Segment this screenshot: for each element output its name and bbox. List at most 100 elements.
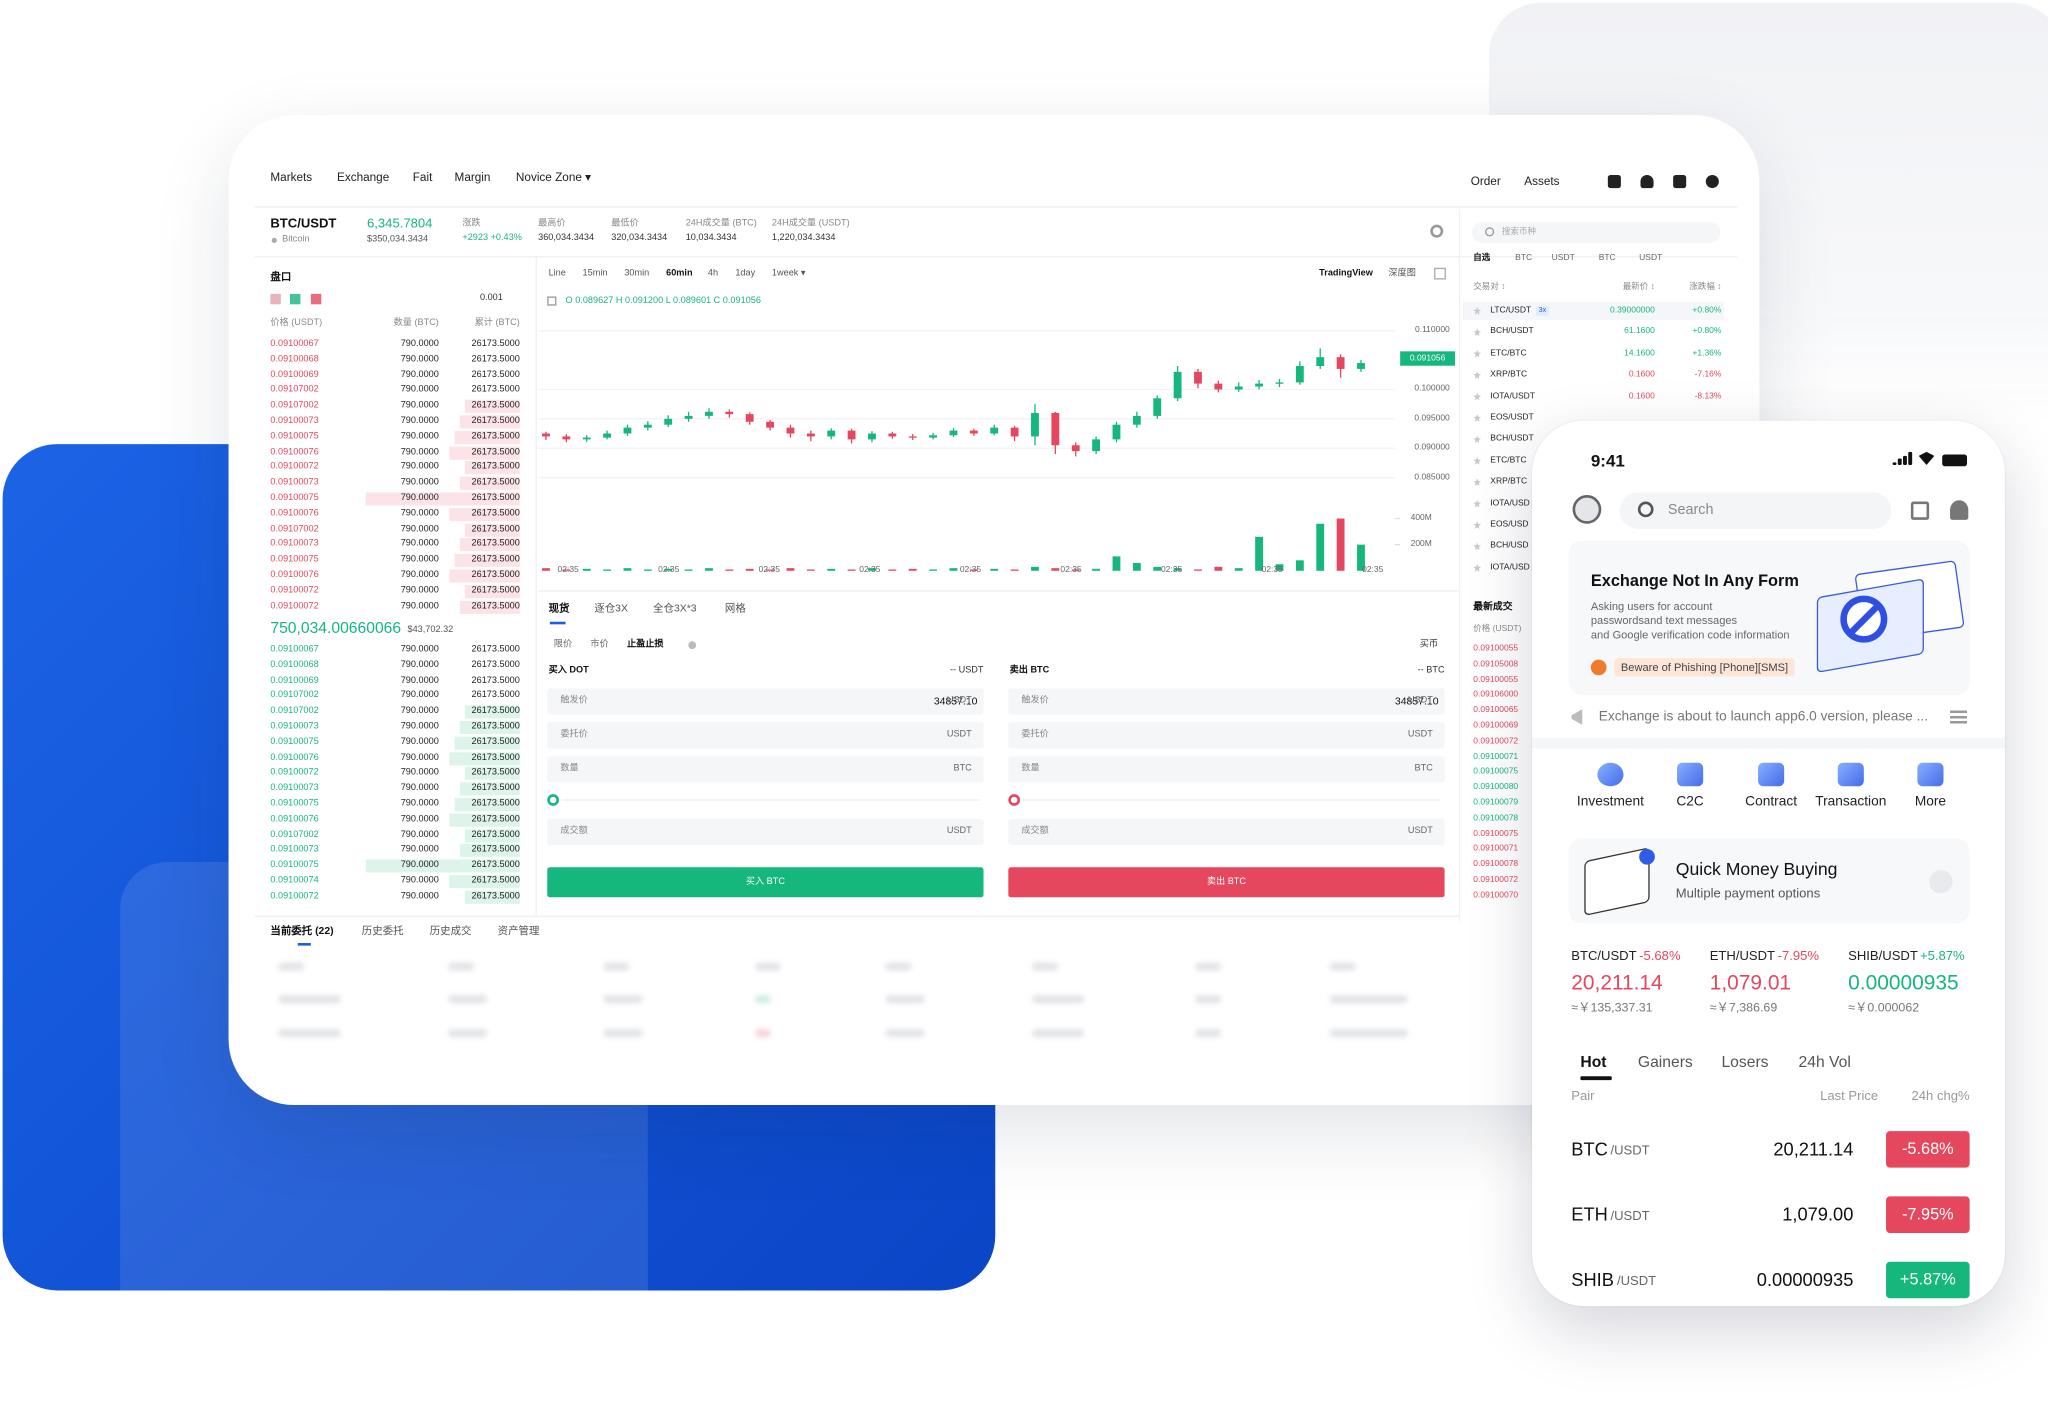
stat-label: 最低价: [611, 219, 639, 229]
shortcut-label[interactable]: Transaction: [1815, 793, 1887, 810]
book-price: 0.09107002: [270, 706, 319, 716]
book-qty: 790.0000: [400, 706, 439, 716]
market-tab[interactable]: 自选: [1473, 253, 1491, 263]
trade-tab[interactable]: 逐仓3X: [594, 602, 628, 615]
shortcut-icon[interactable]: [1758, 762, 1785, 787]
candle-body: [1173, 371, 1182, 399]
market-change: +1.36%: [1692, 348, 1722, 358]
input-field[interactable]: [1008, 722, 1445, 749]
market-tab[interactable]: Hot: [1580, 1052, 1607, 1071]
orders-tab[interactable]: 当前委托 (22): [270, 924, 334, 937]
book-price: 0.09100075: [270, 431, 319, 441]
nav-link[interactable]: Markets: [270, 170, 313, 184]
candle-body: [684, 415, 693, 419]
shortcut-icon[interactable]: [1917, 762, 1944, 787]
book-qty: 790.0000: [400, 860, 439, 870]
market-tab[interactable]: 24h Vol: [1798, 1052, 1851, 1071]
settings-icon[interactable]: [1430, 224, 1444, 238]
nav-link[interactable]: Margin: [454, 170, 491, 184]
input-field[interactable]: [547, 688, 984, 715]
shortcut-label[interactable]: Investment: [1576, 793, 1644, 810]
trade-tab[interactable]: 现货: [548, 602, 570, 615]
book-mode-icon[interactable]: [270, 293, 281, 305]
nav-link[interactable]: Novice Zone ▾: [515, 170, 592, 184]
nav-link[interactable]: Assets: [1524, 174, 1560, 188]
shortcut-icon[interactable]: [1677, 762, 1704, 787]
book-total: 26173.5000: [471, 370, 520, 380]
nav-link[interactable]: Fait: [412, 170, 433, 184]
market-tab[interactable]: BTC: [1515, 253, 1533, 263]
input-field[interactable]: [547, 756, 984, 783]
status-time: 9:41: [1590, 450, 1625, 471]
header-icon[interactable]: [1640, 175, 1654, 189]
nav-link[interactable]: Order: [1470, 174, 1501, 188]
interval-tab[interactable]: 60min: [666, 268, 693, 278]
order-type[interactable]: 市价: [590, 639, 609, 649]
book-price: 0.09100076: [270, 447, 319, 457]
search-box[interactable]: [1471, 222, 1721, 243]
orders-tab[interactable]: 历史成交: [429, 924, 472, 937]
scan-icon[interactable]: [1910, 501, 1930, 520]
interval-tab[interactable]: 4h: [707, 268, 719, 278]
orders-tab[interactable]: 资产管理: [497, 924, 540, 937]
interval-tab[interactable]: 15min: [582, 268, 608, 278]
nav-link[interactable]: Exchange: [336, 170, 390, 184]
interval-tab[interactable]: 30min: [624, 268, 650, 278]
book-price: 0.09107002: [270, 829, 319, 840]
header-icon[interactable]: [1705, 175, 1719, 189]
x-tick-label: 02:35: [859, 565, 881, 575]
market-tab[interactable]: Losers: [1721, 1052, 1769, 1071]
volume-bar: [868, 568, 876, 571]
shortcut-label[interactable]: More: [1914, 793, 1947, 810]
bell-icon[interactable]: [1950, 500, 1969, 520]
slider-knob[interactable]: [547, 794, 560, 806]
star-icon: [1473, 542, 1482, 551]
slider-knob[interactable]: [1008, 794, 1021, 806]
depth-bar: [459, 415, 520, 429]
header-icon[interactable]: [1607, 175, 1621, 189]
blurred-cell: [1195, 1029, 1222, 1038]
shortcut-icon[interactable]: [1837, 762, 1864, 787]
candle-body: [888, 433, 897, 437]
star: EOS/USD: [1490, 519, 1529, 530]
trade-tab[interactable]: 全仓3X*3: [653, 602, 697, 615]
shortcut-label[interactable]: C2C: [1676, 793, 1704, 810]
book-qty: 790.0000: [400, 416, 439, 426]
interval-tab[interactable]: 1day: [735, 268, 756, 278]
trade-tab[interactable]: 网格: [724, 602, 746, 615]
interval-tab[interactable]: 1week ▾: [771, 268, 806, 278]
view-tab[interactable]: TradingView: [1319, 268, 1373, 278]
header-icon[interactable]: [1673, 175, 1687, 189]
input-field[interactable]: [1008, 688, 1445, 715]
depth-bar: [459, 720, 520, 735]
view-tab[interactable]: 深度图: [1388, 268, 1416, 278]
book-price: 0.09100074: [270, 876, 319, 886]
search-box[interactable]: [1619, 492, 1892, 529]
input-field[interactable]: [1008, 756, 1445, 783]
input-field[interactable]: [547, 818, 984, 846]
volume-bar: [847, 569, 856, 571]
book-total: 26173.5000: [471, 539, 520, 549]
field-unit: USDT: [1407, 826, 1433, 836]
market-tab[interactable]: Gainers: [1637, 1052, 1693, 1071]
book-mode-icon[interactable]: [289, 293, 301, 305]
orders-tab[interactable]: 历史委托: [361, 924, 404, 937]
trade-button[interactable]: [1008, 867, 1445, 898]
book-precision[interactable]: 0.001: [479, 293, 503, 303]
market-tab[interactable]: BTC: [1598, 253, 1616, 263]
interval-tab[interactable]: Line: [548, 268, 566, 278]
input-field[interactable]: [1008, 818, 1445, 846]
trade-button[interactable]: [547, 867, 984, 898]
input-field[interactable]: [547, 722, 984, 749]
order-type[interactable]: 限价: [553, 639, 573, 649]
shortcut-label[interactable]: Contract: [1745, 793, 1798, 810]
order-type[interactable]: 止盈止损: [626, 639, 664, 649]
candle-body: [969, 430, 978, 434]
market-tab[interactable]: USDT: [1551, 253, 1575, 263]
candle-body: [542, 433, 550, 437]
market-tab[interactable]: USDT: [1639, 253, 1663, 263]
shortcut-icon[interactable]: [1597, 762, 1624, 787]
book-mode-icon[interactable]: [310, 293, 322, 305]
depth-bar: [464, 767, 520, 781]
